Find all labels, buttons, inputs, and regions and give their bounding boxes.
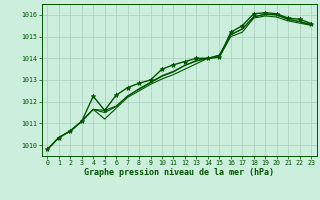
X-axis label: Graphe pression niveau de la mer (hPa): Graphe pression niveau de la mer (hPa) [84,168,274,177]
